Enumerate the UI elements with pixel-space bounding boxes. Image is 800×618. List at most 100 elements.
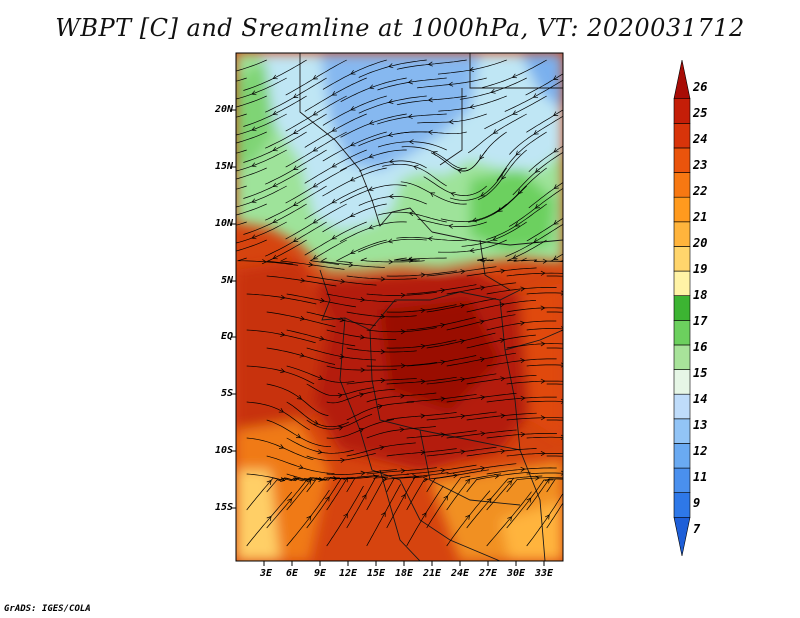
- streamline-arrow: [440, 359, 446, 365]
- streamline-arrow: [388, 259, 394, 265]
- streamline: [386, 339, 457, 349]
- streamline-arrow: [292, 237, 299, 242]
- streamline: [306, 275, 377, 286]
- streamline: [526, 436, 563, 439]
- streamline-arrow: [553, 255, 559, 260]
- streamline: [236, 77, 287, 100]
- streamline-arrow: [583, 477, 587, 481]
- streamline-arrow: [359, 392, 365, 398]
- streamline-arrow: [440, 288, 446, 293]
- chart-title: WBPT [C] and Sreamline at 1000hPa, VT: 2…: [55, 14, 745, 42]
- streamline-arrow: [400, 393, 406, 399]
- streamline-arrow: [560, 434, 563, 440]
- streamline-arrow: [460, 377, 466, 382]
- streamline: [358, 160, 427, 172]
- streamline: [340, 113, 407, 138]
- streamline-arrow: [620, 352, 624, 356]
- colorbar-segment: [673, 369, 691, 395]
- streamline-arrow: [331, 234, 337, 240]
- streamline-arrow: [387, 132, 393, 138]
- streamline-arrow: [387, 238, 393, 244]
- streamline-arrow: [553, 219, 559, 225]
- streamline-arrow: [368, 153, 374, 159]
- streamline-arrow: [581, 348, 585, 352]
- colorbar-label: 24: [693, 132, 708, 146]
- streamline: [265, 185, 327, 221]
- streamline-arrow: [372, 474, 378, 480]
- lon-label-12e: 12E: [338, 568, 358, 579]
- streamline-arrow: [350, 105, 356, 111]
- streamline-arrow: [340, 278, 346, 284]
- lat-label-15s: 15S: [214, 502, 233, 513]
- streamline: [237, 257, 299, 266]
- streamline: [236, 185, 287, 208]
- streamline-arrow: [420, 379, 426, 385]
- streamline: [430, 149, 487, 172]
- streamline: [286, 489, 330, 547]
- streamline: [285, 95, 347, 132]
- streamline-arrow: [230, 177, 234, 181]
- streamline: [466, 334, 536, 349]
- streamline-arrow: [349, 176, 356, 182]
- streamline-arrow: [360, 470, 366, 476]
- streamline: [525, 73, 563, 96]
- streamline-arrow: [299, 352, 305, 358]
- streamline-arrow: [560, 290, 563, 296]
- streamline-arrow: [471, 217, 478, 223]
- streamline: [446, 392, 517, 403]
- streamline: [446, 473, 502, 511]
- streamline: [546, 502, 563, 529]
- colorbar-segment: [673, 221, 691, 247]
- streamline-arrow: [261, 259, 267, 265]
- streamline-arrow: [278, 408, 285, 413]
- streamline: [486, 287, 557, 295]
- streamline-arrow: [407, 113, 413, 119]
- streamline-arrow: [388, 99, 394, 104]
- streamline-arrow: [348, 262, 354, 268]
- streamline-arrow: [540, 341, 546, 347]
- streamline-arrow: [532, 93, 538, 98]
- streamline: [265, 239, 307, 265]
- streamline: [587, 420, 657, 428]
- colorbar-segment: [673, 295, 691, 321]
- streamline-arrow: [553, 147, 559, 153]
- streamline-arrow: [272, 182, 278, 188]
- streamline: [466, 412, 537, 421]
- streamline: [243, 203, 307, 235]
- streamline: [377, 211, 447, 223]
- streamline-arrow: [501, 174, 507, 180]
- streamline-arrow: [359, 334, 366, 340]
- lon-label-30e: 30E: [506, 568, 526, 579]
- colorbar-label: 14: [693, 392, 708, 406]
- streamline-arrow: [540, 450, 546, 457]
- colorbar-segment: [673, 320, 691, 346]
- streamline: [567, 402, 637, 409]
- streamline: [466, 299, 537, 313]
- streamline-arrow: [317, 449, 323, 455]
- streamline-arrow: [209, 120, 213, 124]
- streamline-arrow: [280, 368, 286, 374]
- streamline-arrow: [459, 303, 466, 309]
- streamline-arrow: [272, 110, 278, 116]
- streamline-arrow: [420, 343, 426, 349]
- colorbar-label: 13: [693, 418, 708, 432]
- streamline: [286, 365, 355, 383]
- streamline-arrow: [581, 419, 585, 423]
- streamline: [506, 417, 563, 421]
- streamline: [567, 478, 616, 510]
- streamline: [366, 291, 437, 296]
- streamline: [346, 311, 417, 318]
- streamline: [386, 476, 428, 529]
- streamline-arrow: [272, 146, 278, 152]
- streamline-arrow: [581, 312, 585, 316]
- streamline-arrow: [251, 90, 257, 96]
- streamline-arrow: [400, 363, 406, 369]
- streamline-arrow: [432, 151, 438, 156]
- streamline-arrow: [358, 427, 365, 433]
- streamline: [546, 347, 563, 349]
- streamline-arrow: [360, 297, 366, 303]
- streamline-arrow: [552, 75, 559, 80]
- streamline-arrow: [440, 322, 446, 328]
- streamline-arrow: [552, 111, 559, 116]
- streamline-arrow: [400, 468, 406, 474]
